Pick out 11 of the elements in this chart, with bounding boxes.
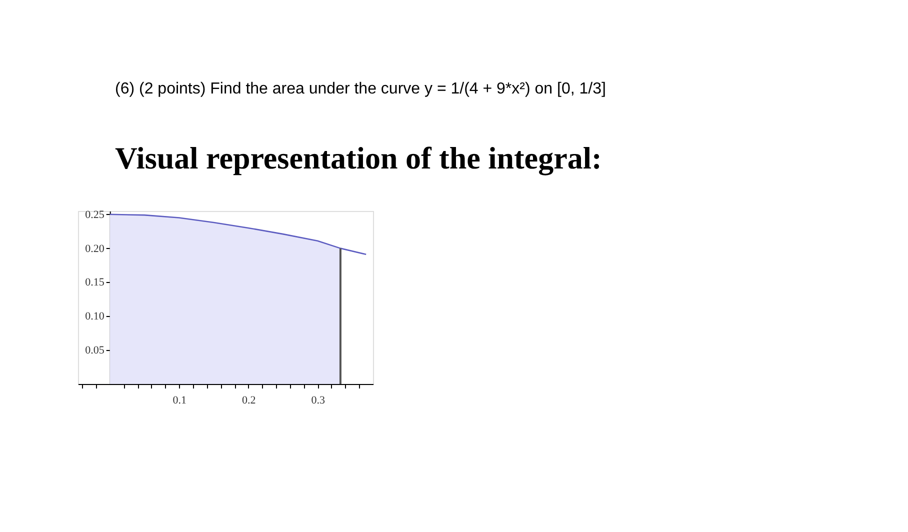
y-tick-label: 0.25 [85, 208, 105, 221]
x-tick-label: 0.2 [242, 394, 256, 406]
chart-subtitle: Visual representation of the integral: [115, 140, 602, 176]
x-tick-label: 0.3 [311, 394, 326, 406]
y-tick-label: 0.05 [85, 344, 105, 357]
y-tick-label: 0.10 [85, 310, 105, 323]
chart-title: (6) (2 points) Find the area under the curve y = 1/(4 + 9*x²) on [0, 1/3] [115, 80, 606, 98]
y-tick-label: 0.15 [85, 276, 105, 289]
y-tick-label: 0.20 [85, 242, 105, 255]
x-tick-label: 0.1 [172, 394, 186, 406]
line-series [109, 214, 367, 256]
